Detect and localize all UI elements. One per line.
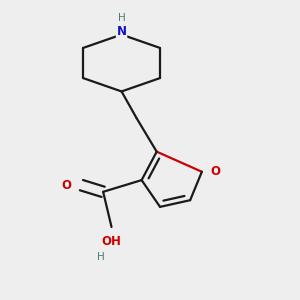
Text: OH: OH [102,235,122,248]
Text: O: O [210,165,220,178]
Text: N: N [117,25,127,38]
Text: O: O [61,178,71,192]
Text: H: H [118,13,125,23]
Text: H: H [97,252,104,262]
